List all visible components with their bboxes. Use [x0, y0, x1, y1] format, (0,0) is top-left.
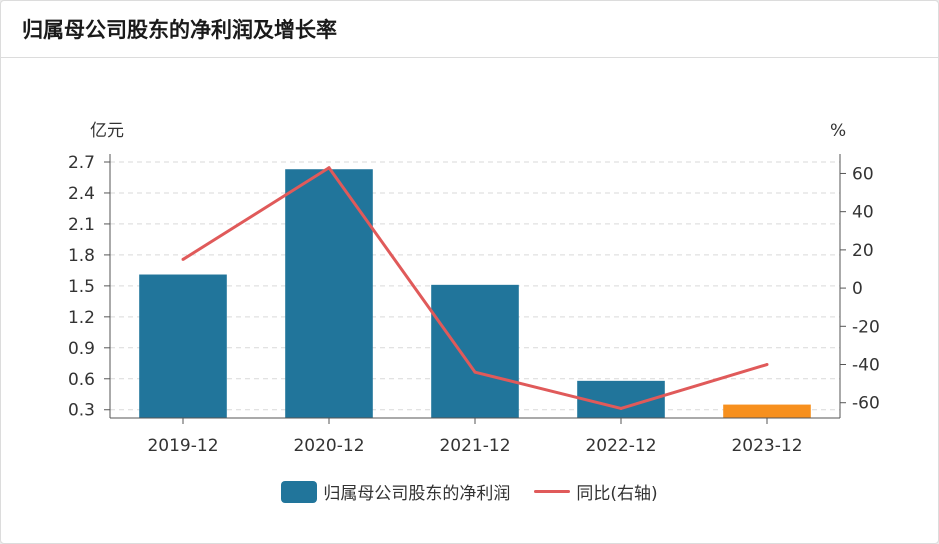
- x-tick-label: 2023-12: [731, 436, 802, 456]
- bar-2019-12: [139, 274, 227, 418]
- legend-item-net-profit[interactable]: 归属母公司股东的净利润: [281, 479, 510, 504]
- y-right-tick-label: -40: [852, 356, 880, 376]
- bar-2021-12: [431, 284, 519, 418]
- y-left-tick-label: 1.8: [68, 246, 95, 266]
- y-right-tick-label: 20: [852, 241, 874, 261]
- line-series: [181, 166, 769, 410]
- y-right-unit-label: %: [830, 121, 846, 141]
- legend-label-net-profit: 归属母公司股东的净利润: [323, 484, 511, 504]
- y-left-tick-label: 0.6: [68, 370, 95, 390]
- y-left-tick-label: 0.9: [68, 339, 95, 359]
- yoy-point: [181, 257, 185, 261]
- yoy-point: [619, 406, 623, 410]
- y-left-tick-label: 2.4: [68, 184, 95, 204]
- x-tick-label: 2020-12: [293, 436, 364, 456]
- yoy-point: [473, 370, 477, 374]
- card-header: 归属母公司股东的净利润及增长率: [1, 1, 938, 58]
- legend-line-swatch: [534, 490, 571, 493]
- x-tick-label: 2022-12: [585, 436, 656, 456]
- y-right-tick-label: 0: [852, 279, 863, 299]
- y-left-tick-label: 1.5: [68, 277, 95, 297]
- x-tick-label: 2019-12: [147, 436, 218, 456]
- yoy-point: [765, 363, 769, 367]
- bar-2023-12: [723, 404, 811, 418]
- y-left-tick-label: 0.3: [68, 401, 95, 421]
- y-left-tick-label: 2.7: [68, 153, 95, 173]
- bar-series: [139, 169, 811, 418]
- y-right-tick-label: 40: [852, 203, 874, 223]
- card-title: 归属母公司股东的净利润及增长率: [22, 18, 337, 42]
- y-right-tick-label: -60: [852, 394, 880, 414]
- legend-item-yoy[interactable]: 同比(右轴): [534, 479, 658, 504]
- x-tick-label: 2021-12: [439, 436, 510, 456]
- y-left-unit-label: 亿元: [90, 121, 124, 141]
- axes: 0.3 0.6 0.9 1.2 1.5 1.8 2.1 2.4 2.7 -60 -40 -20 0 20 4…: [68, 153, 880, 456]
- legend-bar-swatch: [281, 480, 318, 503]
- y-left-tick-label: 1.2: [68, 308, 95, 328]
- bar-2020-12: [285, 169, 373, 418]
- chart-legend: 归属母公司股东的净利润 同比(右轴): [0, 479, 939, 504]
- y-left-tick-label: 2.1: [68, 215, 95, 235]
- y-right-tick-label: -20: [852, 317, 880, 337]
- yoy-point: [327, 166, 331, 170]
- y-right-tick-label: 60: [852, 164, 874, 184]
- legend-label-yoy: 同比(右轴): [576, 484, 658, 504]
